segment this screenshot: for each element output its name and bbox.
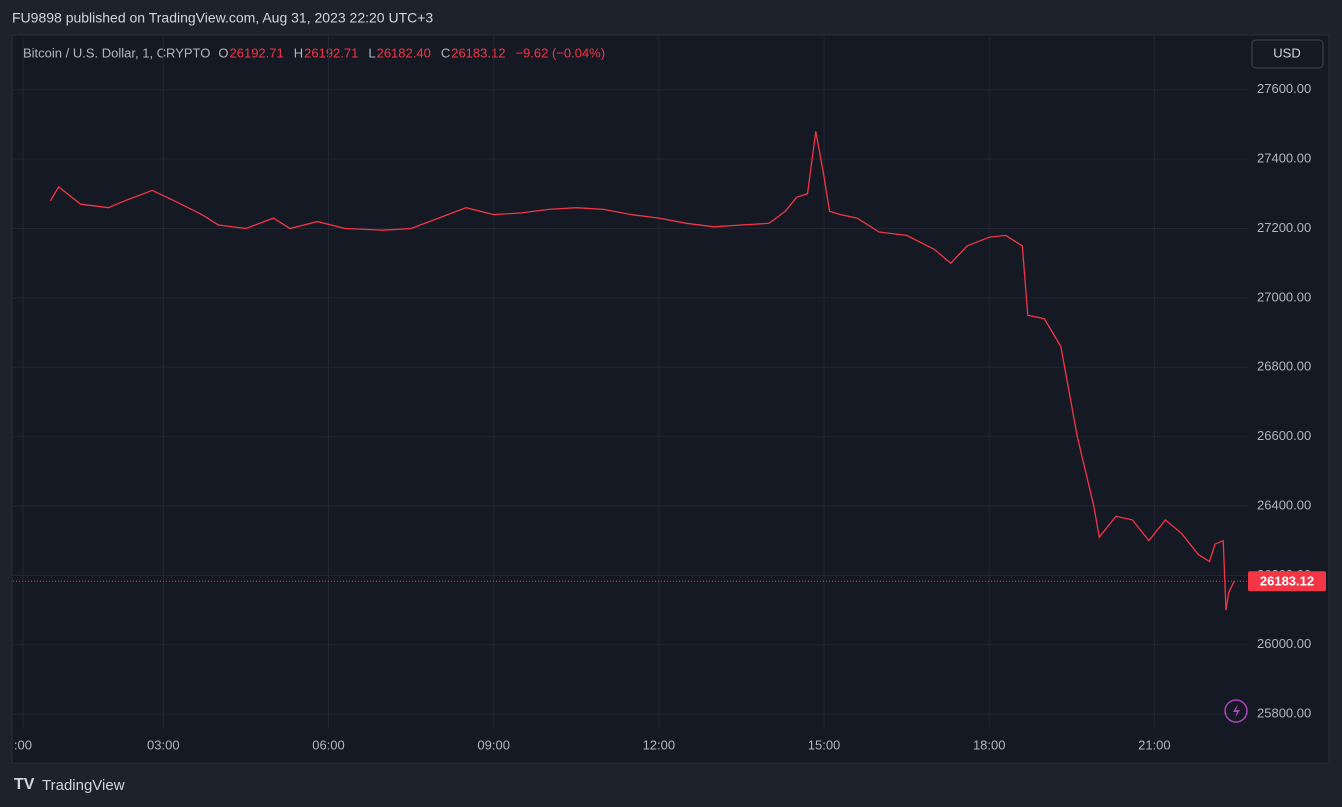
legend-text: L: [368, 45, 375, 60]
last-price-label: 26183.12: [1260, 574, 1314, 589]
grid: [13, 36, 1248, 728]
x-tick-label: 09:00: [477, 737, 510, 752]
legend-text: 26192.71: [230, 45, 284, 60]
x-tick-label: 12:00: [643, 737, 676, 752]
plot: [49, 131, 1235, 611]
x-tick-label: 03:00: [147, 737, 180, 752]
publish-title: FU9898 published on TradingView.com, Aug…: [12, 10, 433, 26]
y-tick-label: 25800.00: [1257, 706, 1311, 721]
alert-bolt: [1233, 704, 1240, 718]
y-tick-label: 27200.00: [1257, 220, 1311, 235]
legend-text: H: [294, 45, 303, 60]
x-tick-label: 15:00: [808, 737, 841, 752]
y-tick-label: 27400.00: [1257, 151, 1311, 166]
y-tick-label: 27600.00: [1257, 81, 1311, 96]
y-tick-label: 26000.00: [1257, 636, 1311, 651]
alert-icon[interactable]: [1224, 699, 1248, 723]
x-tick-label: 06:00: [312, 737, 345, 752]
price-line: [49, 131, 1235, 611]
currency-button[interactable]: [1251, 39, 1324, 69]
last-price-badge: [1248, 571, 1326, 592]
legend-text: C: [441, 45, 450, 60]
x-tick-label: 21:00: [1138, 737, 1171, 752]
y-tick-label: 27000.00: [1257, 289, 1311, 304]
legend-text: 26183.12: [451, 45, 505, 60]
legend-text: 26182.40: [377, 45, 431, 60]
chart-panel: [11, 34, 1330, 764]
x-tick-label: :00: [14, 737, 32, 752]
legend: Bitcoin / U.S. Dollar, 1, CRYPTO O 26192.7…: [23, 45, 605, 60]
legend-text: Bitcoin / U.S. Dollar, 1, CRYPTO: [23, 45, 210, 60]
brand: TradingView: [42, 777, 125, 794]
y-tick-label: 26600.00: [1257, 428, 1311, 443]
legend-text: −9.62 (−0.04%): [515, 45, 605, 60]
logo: TV: [14, 776, 35, 793]
currency-label[interactable]: USD: [1273, 45, 1300, 60]
x-tick-label: 18:00: [973, 737, 1006, 752]
legend-text: O: [218, 45, 228, 60]
legend-text: 26192.71: [304, 45, 358, 60]
y-tick-label: 26800.00: [1257, 359, 1311, 374]
y-tick-label: 26400.00: [1257, 497, 1311, 512]
